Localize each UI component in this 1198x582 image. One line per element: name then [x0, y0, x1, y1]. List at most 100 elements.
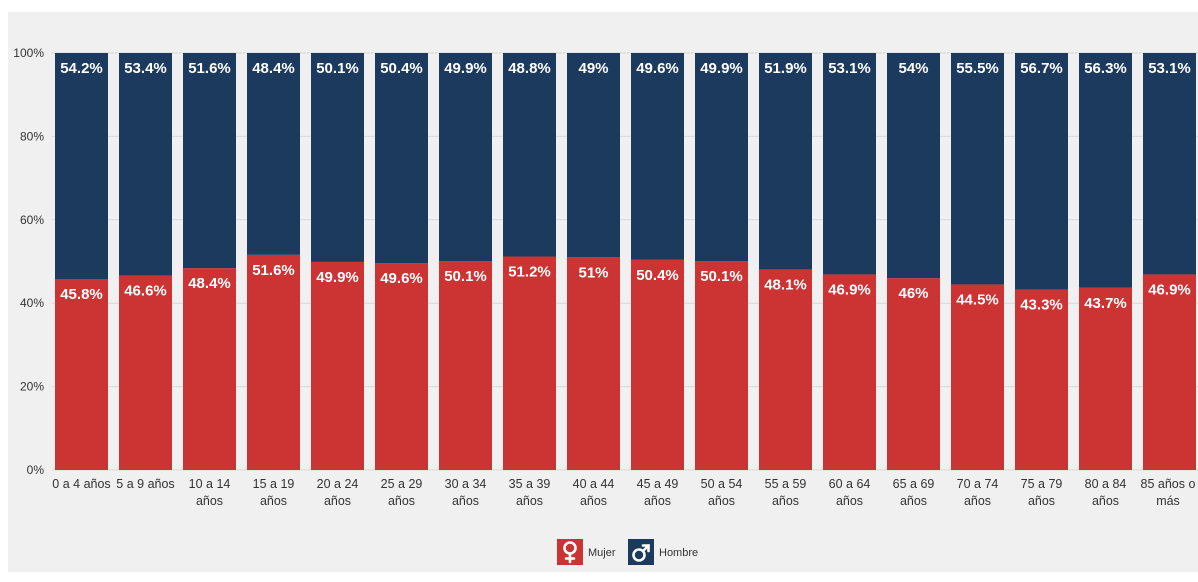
bar-hombre — [951, 53, 1004, 284]
x-category-label: 80 a 84 — [1085, 477, 1127, 491]
bar-label-hombre: 51.9% — [764, 60, 807, 77]
bar-label-mujer: 50.1% — [444, 268, 487, 285]
bar-mujer — [247, 255, 300, 470]
x-category-label: años — [516, 494, 543, 508]
bar-label-mujer: 45.8% — [60, 286, 103, 303]
bar-label-hombre: 49.6% — [636, 60, 679, 77]
bar-label-mujer: 43.3% — [1020, 296, 1063, 313]
bar-label-hombre: 53.1% — [828, 60, 871, 77]
x-category-label: 15 a 19 — [253, 477, 295, 491]
y-tick-label: 60% — [20, 213, 44, 227]
bar-hombre — [1079, 53, 1132, 288]
bar-mujer — [823, 274, 876, 470]
x-category-label: años — [452, 494, 479, 508]
x-category-label: 20 a 24 — [317, 477, 359, 491]
x-category-label: años — [1092, 494, 1119, 508]
bar-label-mujer: 51.2% — [508, 263, 551, 280]
x-category-label: 5 a 9 años — [116, 477, 174, 491]
bar-hombre — [439, 53, 492, 261]
legend-label: Hombre — [659, 547, 698, 559]
bar-hombre — [567, 53, 620, 257]
x-category-label: 25 a 29 — [381, 477, 423, 491]
legend-label: Mujer — [588, 547, 616, 559]
bar-hombre — [1143, 53, 1196, 274]
bar-hombre — [823, 53, 876, 274]
bar-label-hombre: 49% — [578, 60, 608, 77]
bar-mujer — [695, 261, 748, 470]
bar-mujer — [1143, 274, 1196, 470]
x-category-label: años — [388, 494, 415, 508]
bar-hombre — [759, 53, 812, 269]
bar-label-hombre: 54.2% — [60, 60, 103, 77]
x-category-label: más — [1156, 494, 1180, 508]
x-category-label: 35 a 39 — [509, 477, 551, 491]
bar-mujer — [375, 263, 428, 470]
bar-hombre — [311, 53, 364, 262]
bar-hombre — [183, 53, 236, 268]
bar-hombre — [887, 53, 940, 278]
x-category-label: 0 a 4 años — [52, 477, 110, 491]
x-category-label: 85 años o — [1141, 477, 1196, 491]
x-category-label: años — [260, 494, 287, 508]
bar-mujer — [759, 269, 812, 470]
bar-mujer — [1015, 289, 1068, 470]
bar-label-mujer: 51.6% — [252, 262, 295, 279]
bar-label-mujer: 49.6% — [380, 270, 423, 287]
x-category-label: años — [1028, 494, 1055, 508]
bar-hombre — [119, 53, 172, 276]
bar-hombre — [503, 53, 556, 256]
bar-label-hombre: 48.4% — [252, 60, 295, 77]
bar-mujer — [119, 276, 172, 470]
bar-label-mujer: 46.9% — [828, 281, 871, 298]
y-tick-label: 0% — [27, 463, 45, 477]
bar-label-hombre: 56.7% — [1020, 60, 1063, 77]
bar-mujer — [311, 262, 364, 470]
bar-hombre — [55, 53, 108, 279]
x-category-label: 75 a 79 — [1021, 477, 1063, 491]
bar-mujer — [183, 268, 236, 470]
bar-mujer — [1079, 288, 1132, 470]
bar-label-hombre: 54% — [898, 60, 928, 77]
bar-label-hombre: 56.3% — [1084, 60, 1127, 77]
x-category-label: 45 a 49 — [637, 477, 679, 491]
y-tick-label: 100% — [13, 46, 44, 60]
y-tick-label: 40% — [20, 296, 44, 310]
x-category-label: años — [324, 494, 351, 508]
x-category-label: 40 a 44 — [573, 477, 615, 491]
bar-hombre — [631, 53, 684, 260]
bar-hombre — [695, 53, 748, 261]
bar-label-hombre: 48.8% — [508, 60, 551, 77]
y-tick-label: 20% — [20, 380, 44, 394]
bar-mujer — [887, 278, 940, 470]
bar-label-hombre: 50.4% — [380, 60, 423, 77]
x-category-label: 50 a 54 — [701, 477, 743, 491]
bar-mujer — [503, 256, 556, 470]
bar-label-mujer: 50.4% — [636, 267, 679, 284]
bar-label-hombre: 53.4% — [124, 60, 167, 77]
bar-label-mujer: 49.9% — [316, 269, 359, 286]
bar-label-mujer: 44.5% — [956, 291, 999, 308]
bar-label-mujer: 46% — [898, 285, 928, 302]
bar-label-mujer: 46.6% — [124, 283, 167, 300]
bar-label-hombre: 55.5% — [956, 60, 999, 77]
x-category-label: 30 a 34 — [445, 477, 487, 491]
x-category-label: años — [196, 494, 223, 508]
bar-label-mujer: 48.4% — [188, 275, 231, 292]
bar-hombre — [1015, 53, 1068, 289]
x-category-label: años — [580, 494, 607, 508]
bar-label-mujer: 48.1% — [764, 276, 807, 293]
x-category-label: 55 a 59 — [765, 477, 807, 491]
bar-mujer — [951, 284, 1004, 470]
x-category-label: 60 a 64 — [829, 477, 871, 491]
x-category-label: 70 a 74 — [957, 477, 999, 491]
bar-label-hombre: 49.9% — [700, 60, 743, 77]
bar-label-mujer: 43.7% — [1084, 295, 1127, 312]
bar-label-hombre: 49.9% — [444, 60, 487, 77]
x-category-label: 10 a 14 — [189, 477, 231, 491]
bar-hombre — [247, 53, 300, 255]
bar-label-hombre: 51.6% — [188, 60, 231, 77]
y-tick-label: 80% — [20, 129, 44, 143]
bar-label-mujer: 46.9% — [1148, 281, 1191, 298]
bar-label-mujer: 50.1% — [700, 268, 743, 285]
